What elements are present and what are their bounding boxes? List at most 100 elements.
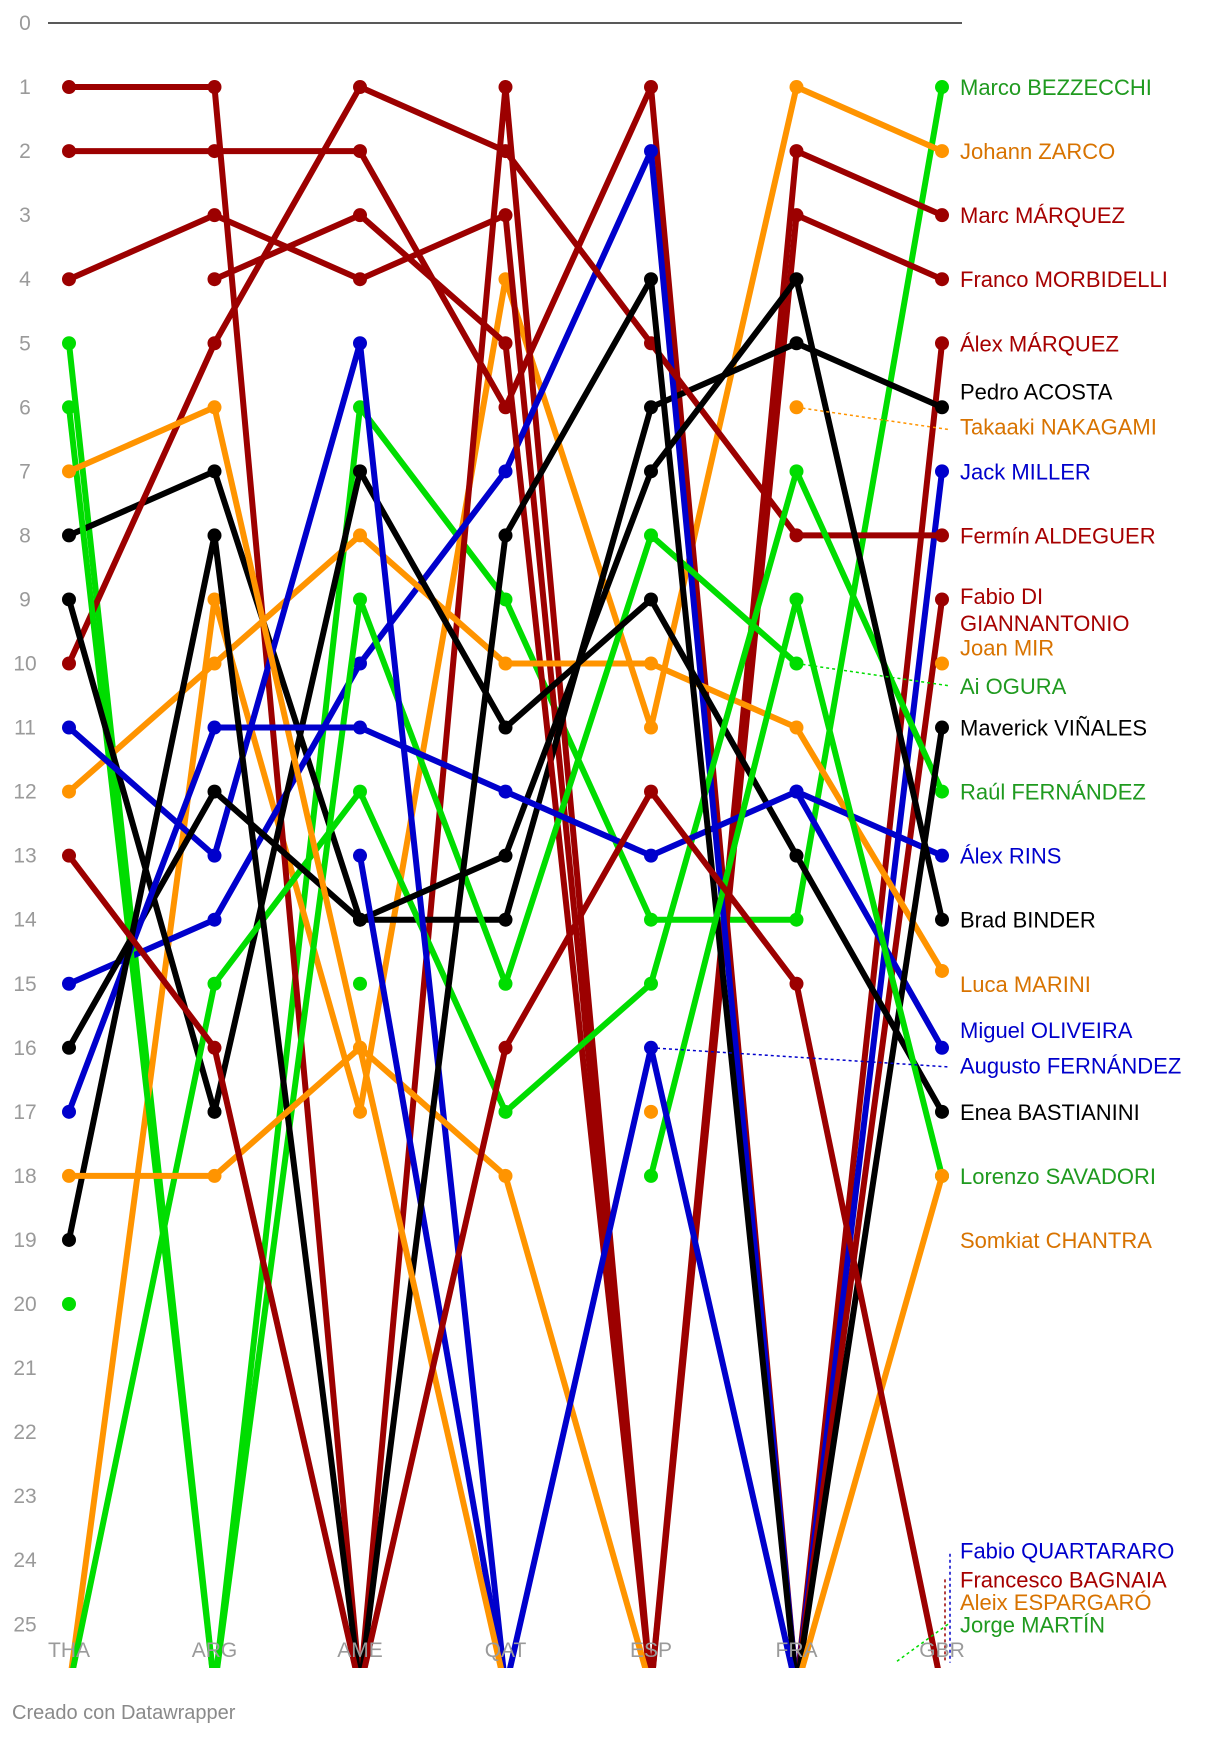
data-point: [353, 1040, 367, 1055]
series-group: [62, 528, 949, 978]
data-point: [62, 528, 76, 543]
series-group: [62, 720, 949, 1119]
series-label: Luca MARINI: [960, 972, 1091, 997]
data-point: [62, 144, 76, 159]
y-tick-label: 6: [19, 396, 31, 419]
data-point: [207, 528, 222, 543]
data-point: [789, 528, 804, 543]
data-point: [644, 784, 658, 799]
data-point: [62, 336, 76, 351]
leader-line: [894, 1623, 949, 1664]
series-labels: Marco BEZZECCHI Johann ZARCO Marc MÁRQUEZ F…: [960, 75, 1181, 1637]
series-label: GIANNANTONIO: [960, 611, 1130, 636]
data-point: [207, 720, 222, 735]
leader-line: [796, 662, 951, 687]
data-point: [62, 1104, 76, 1119]
series-group: [62, 80, 949, 1668]
data-point: [789, 912, 804, 927]
series-label: Jorge MARTÍN: [960, 1612, 1105, 1637]
y-axis-ticks: 0123456789101112131415161718192021222324…: [13, 12, 37, 1636]
label-connectors: [650, 406, 951, 1664]
data-point: [935, 912, 949, 927]
data-point: [498, 912, 513, 927]
series-group: [644, 1104, 658, 1119]
y-tick-label: 25: [13, 1613, 36, 1636]
data-point: [498, 592, 513, 607]
series-label: Fabio DI: [960, 584, 1043, 609]
series-group: [62, 80, 949, 671]
series-label: Fabio QUARTARARO: [960, 1539, 1174, 1564]
series-label: Maverick VIÑALES: [960, 716, 1147, 741]
series-line: [67, 212, 944, 1668]
data-point: [353, 656, 367, 671]
leader-line: [650, 1047, 951, 1068]
data-point: [498, 208, 513, 223]
data-point: [935, 592, 949, 607]
data-point: [498, 720, 513, 735]
y-tick-label: 16: [13, 1037, 36, 1060]
data-point: [62, 1232, 76, 1247]
x-tick-label: FRA: [776, 1639, 818, 1662]
data-point: [935, 1168, 949, 1183]
y-tick-label: 23: [13, 1485, 36, 1508]
y-tick-label: 24: [13, 1549, 37, 1572]
data-point: [644, 80, 658, 95]
data-point: [207, 848, 222, 863]
data-point: [789, 592, 804, 607]
y-tick-label: 18: [13, 1165, 36, 1188]
data-point: [353, 848, 367, 863]
data-point: [62, 848, 76, 863]
series-label: Aleix ESPARGARÓ: [960, 1590, 1152, 1615]
series-label: Álex RINS: [960, 844, 1061, 869]
x-axis-ticks: THA ARG AME QAT ESP FRA GBR: [48, 1639, 965, 1662]
y-tick-label: 17: [13, 1101, 36, 1124]
data-point: [62, 464, 76, 479]
data-point: [62, 784, 76, 799]
series-label: Somkiat CHANTRA: [960, 1228, 1152, 1253]
series-label: Miguel OLIVEIRA: [960, 1018, 1133, 1043]
series-line: [68, 84, 944, 1668]
data-point: [62, 656, 76, 671]
series-group: [507, 1040, 795, 1668]
series-label: Augusto FERNÁNDEZ: [960, 1054, 1181, 1079]
series-group: [62, 272, 949, 1055]
data-point: [789, 784, 804, 799]
data-point: [789, 464, 804, 479]
series-line: [795, 788, 944, 859]
data-point: [935, 80, 949, 95]
series-group: [207, 208, 949, 1668]
data-point: [789, 336, 804, 351]
data-point: [935, 720, 949, 735]
series-group: [62, 144, 949, 1668]
data-point: [935, 963, 949, 978]
x-tick-label: GBR: [919, 1639, 965, 1662]
series-label: Takaaki NAKAGAMI: [960, 415, 1157, 440]
data-point: [353, 976, 367, 991]
data-point: [353, 80, 367, 95]
series-line: [67, 340, 507, 1668]
y-tick-label: 11: [14, 717, 36, 740]
data-point: [644, 912, 658, 927]
data-point: [644, 976, 658, 991]
data-point: [353, 912, 367, 927]
data-point: [789, 976, 804, 991]
data-point: [935, 144, 949, 159]
data-point: [935, 272, 949, 287]
series-group: [68, 80, 949, 1668]
data-point: [62, 976, 76, 991]
series-group: [62, 80, 949, 1668]
series-group: [62, 784, 941, 1668]
y-tick-label: 21: [13, 1357, 36, 1380]
x-tick-label: ESP: [630, 1639, 672, 1662]
data-point: [207, 336, 222, 351]
data-point: [644, 400, 658, 415]
data-point: [644, 848, 658, 863]
data-point: [353, 336, 367, 351]
series-group: [62, 272, 949, 1668]
data-point: [62, 400, 76, 415]
data-point: [498, 784, 513, 799]
series-group: [62, 464, 949, 1119]
data-point: [207, 1040, 222, 1055]
data-point: [353, 784, 367, 799]
data-point: [62, 1040, 76, 1055]
